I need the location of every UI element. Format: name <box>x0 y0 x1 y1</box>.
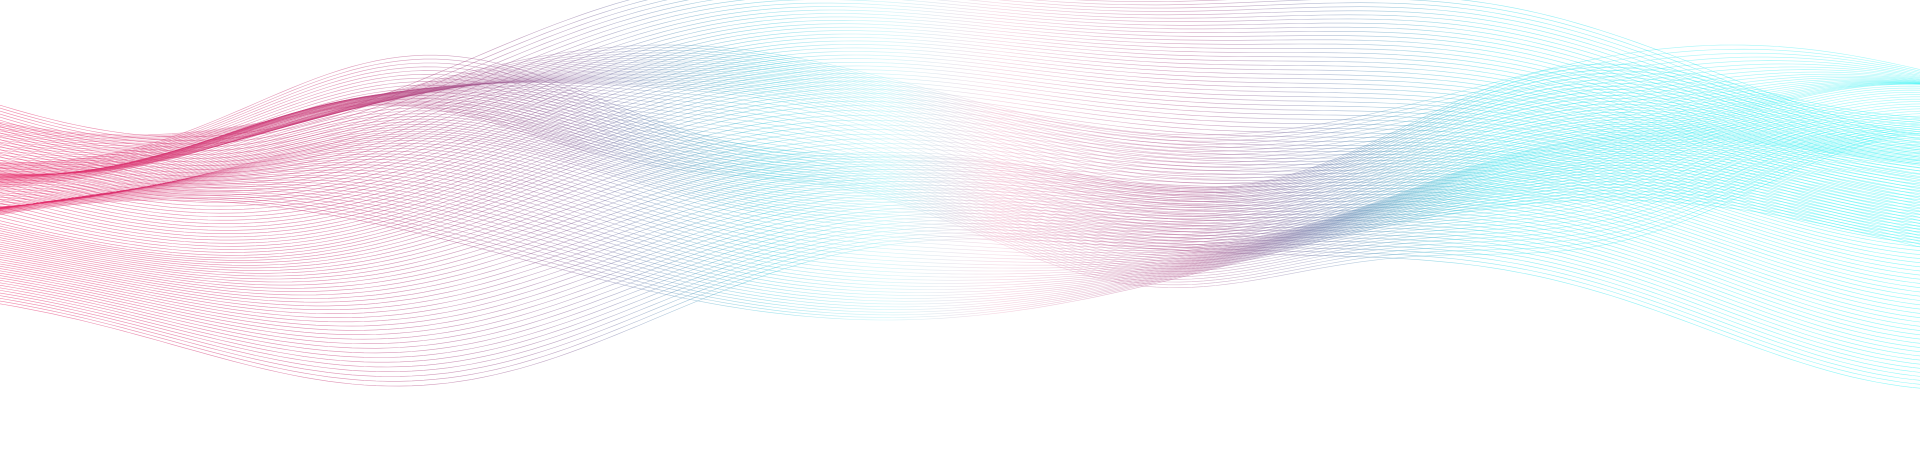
wave-line <box>0 181 1920 319</box>
wave-line <box>0 98 1920 272</box>
wave-line <box>0 103 1920 286</box>
wave-line <box>0 96 1920 253</box>
wave-line <box>0 76 1920 238</box>
wave-line <box>0 229 1920 377</box>
wave-line <box>0 73 1920 196</box>
wave-line <box>0 190 1920 313</box>
wave-line <box>0 187 1920 310</box>
wave-line <box>0 129 1920 238</box>
wave-line <box>0 80 1920 212</box>
wave-line <box>0 238 1920 389</box>
wave-line <box>0 125 1920 233</box>
wave-line <box>0 83 1920 230</box>
wave-line <box>0 9 1920 170</box>
wave-line <box>0 86 1920 239</box>
wave-line <box>0 199 1920 321</box>
wave-line <box>0 104 1920 289</box>
wave-line <box>0 77 1920 197</box>
wave-line <box>0 119 1920 266</box>
wave-line <box>0 44 1920 207</box>
wave-line <box>0 73 1920 235</box>
wave-line <box>0 235 1920 385</box>
wave-line <box>0 97 1920 270</box>
wave-line <box>0 164 1920 287</box>
wave-line <box>0 101 1920 280</box>
wave-line <box>0 160 1920 297</box>
wave-line <box>0 54 1920 217</box>
wave-line <box>0 196 1920 336</box>
wave-line <box>0 131 1920 241</box>
wave-line <box>0 181 1920 305</box>
wave-line <box>0 123 1920 230</box>
wave-line <box>0 226 1920 373</box>
wave-line <box>0 107 1920 215</box>
wave-line <box>0 137 1920 252</box>
wave-line <box>0 100 1920 256</box>
wave-lines <box>0 0 1920 389</box>
wave-line <box>0 0 1920 159</box>
wave-line <box>0 150 1920 269</box>
wave-line <box>0 152 1920 272</box>
wave-line <box>0 0 1920 152</box>
wave-line <box>0 82 1920 226</box>
wave-line <box>0 213 1920 357</box>
wave-line <box>0 54 1920 149</box>
wave-line <box>0 58 1920 190</box>
wave-line <box>0 0 1920 141</box>
wave-line <box>0 96 1920 267</box>
wave-line <box>0 23 1920 185</box>
wave-line <box>0 167 1920 290</box>
wave-line <box>0 66 1920 193</box>
wave-line <box>0 210 1920 353</box>
wave-line <box>0 157 1920 278</box>
wave-line <box>0 89 1920 248</box>
wave-line <box>0 51 1920 214</box>
wave-line <box>0 100 1920 277</box>
wave-line <box>0 162 1920 284</box>
wave-line <box>0 80 1920 241</box>
wave-line <box>0 219 1920 365</box>
wave-line <box>0 188 1920 327</box>
wave-line <box>0 169 1920 306</box>
wave-line <box>0 79 1920 207</box>
wave-line <box>0 193 1920 316</box>
wave-line <box>0 124 1920 269</box>
wave-line <box>0 139 1920 254</box>
wave-line <box>0 206 1920 348</box>
wave-line <box>0 232 1920 381</box>
wave-line <box>0 141 1920 256</box>
wave-line <box>0 133 1920 244</box>
wave-line <box>0 155 1920 275</box>
wave-line <box>0 81 1920 217</box>
wave-line <box>0 102 1920 283</box>
wave-line <box>0 170 1920 293</box>
wave-line <box>0 110 1920 217</box>
wave-line <box>0 81 1920 221</box>
wave-line <box>0 54 1920 189</box>
wave-line <box>0 147 1920 284</box>
wave-line <box>0 116 1920 222</box>
wave-line <box>0 178 1920 302</box>
wave-line <box>0 148 1920 266</box>
wave-line <box>0 0 1920 145</box>
wave-line <box>0 152 1920 289</box>
wave-line <box>0 175 1920 299</box>
wave-line <box>0 138 1920 277</box>
wave-line <box>0 136 1920 249</box>
wave-line <box>0 144 1920 261</box>
wave-line <box>0 84 1920 201</box>
wave-line <box>0 143 1920 280</box>
wave-line <box>0 40 1920 203</box>
wave-line <box>0 99 1920 275</box>
wave-line <box>0 26 1920 189</box>
wave-line <box>0 69 1920 231</box>
wave-line <box>0 62 1920 191</box>
wave-line <box>0 129 1920 271</box>
wave-line <box>0 192 1920 331</box>
wave-line <box>0 78 1920 202</box>
